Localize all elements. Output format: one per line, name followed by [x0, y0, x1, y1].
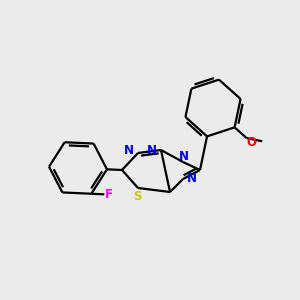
Text: F: F	[105, 188, 113, 201]
Text: N: N	[124, 145, 134, 158]
Text: N: N	[187, 172, 197, 185]
Text: N: N	[147, 143, 157, 157]
Text: O: O	[247, 136, 257, 149]
Text: N: N	[179, 151, 189, 164]
Text: S: S	[133, 190, 141, 202]
